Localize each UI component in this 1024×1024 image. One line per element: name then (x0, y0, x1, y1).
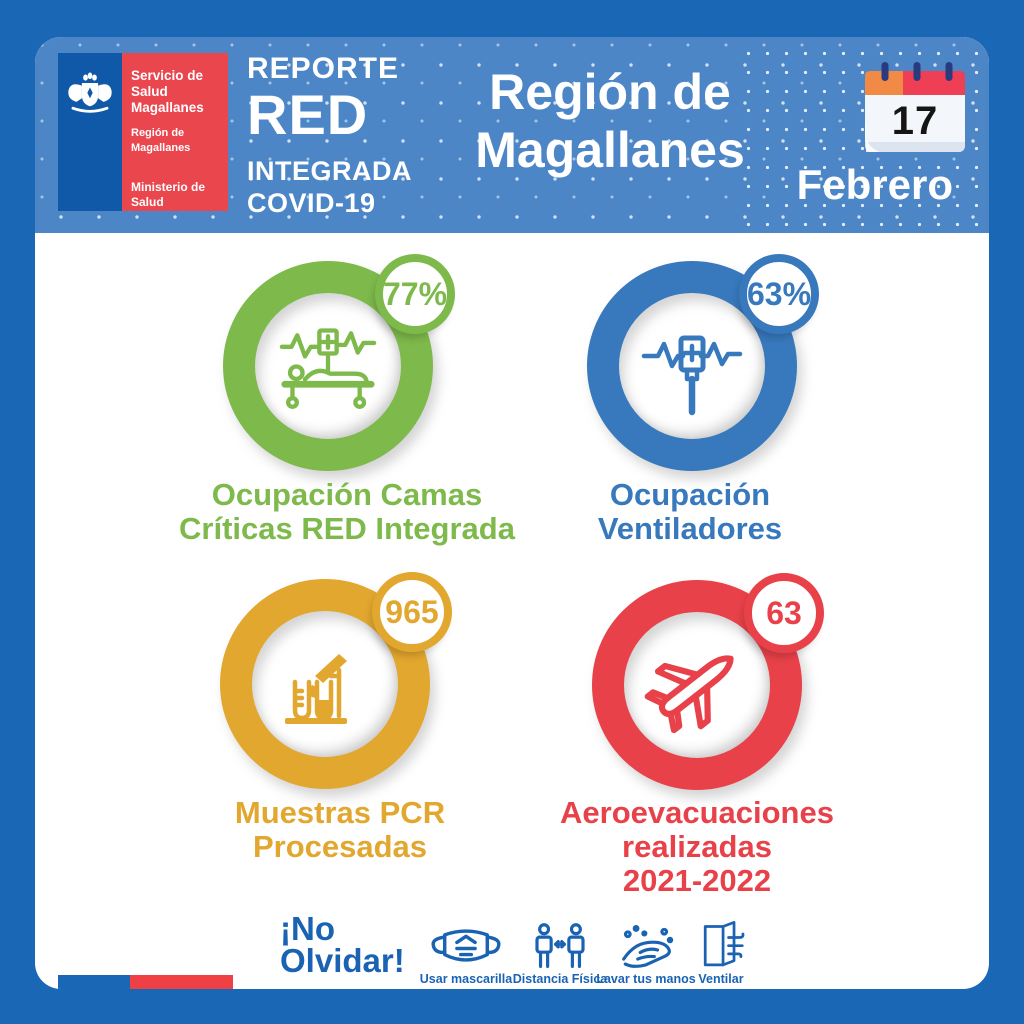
stat-muestras-pcr: 965 (220, 572, 452, 789)
stat-value: 63% (746, 275, 812, 312)
reminder-item-mascarilla: Usar mascarilla (413, 921, 519, 986)
pcr-samples-icon (254, 613, 396, 755)
logo-region-name: Región de Magallanes (131, 127, 191, 154)
date-month: Febrero (796, 161, 953, 208)
stat-label-aeroevacuaciones: Aeroevacuaciones realizadas 2021-2022 (560, 795, 834, 898)
logo-ministry-name: Ministerio de Salud (131, 180, 206, 209)
logo-text-panel: Servicio de Salud Magallanes Región de M… (122, 53, 228, 211)
stat-badge: 63 (744, 573, 824, 653)
accent-stripe-blue (58, 975, 130, 989)
reminder-item-ventilar: Ventilar (679, 921, 763, 986)
stat-ventiladores: 63% (587, 254, 819, 471)
no-olvidar-heading: ¡No Olvidar! (280, 910, 405, 979)
reminder-label: Ventilar (698, 972, 744, 986)
stat-badge: 77% (375, 254, 455, 334)
page-title: Región de Magallanes (475, 64, 745, 178)
calendar-icon: 17 (865, 61, 965, 159)
reminder-label: Lavar tus manos (596, 972, 696, 986)
stat-camas-criticas: 77% (223, 254, 455, 471)
reminder-label: Distancia Física (512, 972, 608, 986)
stat-label-camas: Ocupación Camas Críticas RED Integrada (179, 477, 515, 546)
reminder-label: Usar mascarilla (419, 972, 513, 986)
report-title: REPORTE RED INTEGRADA COVID-19 (247, 52, 412, 218)
airplane-icon (626, 614, 768, 756)
ventilator-icon (621, 295, 763, 437)
header-band: Servicio de Salud Magallanes Región de M… (35, 37, 989, 233)
stat-badge: 63% (739, 254, 819, 334)
stat-aeroevacuaciones: 63 (592, 573, 824, 790)
reminder-item-lavar-manos: Lavar tus manos (591, 921, 701, 986)
calendar-day: 17 (891, 99, 939, 143)
stat-value: 63 (766, 594, 802, 631)
stat-value: 965 (385, 593, 439, 630)
physical-distance-icon (507, 921, 613, 969)
reminder-item-distancia: Distancia Física (507, 921, 613, 986)
wash-hands-icon (591, 921, 701, 969)
infographic-card: Servicio de Salud Magallanes Región de M… (35, 37, 989, 989)
ministry-logo: Servicio de Salud Magallanes Región de M… (58, 53, 228, 211)
hospital-bed-icon (257, 295, 399, 437)
face-mask-icon (413, 921, 519, 969)
ventilate-icon (679, 921, 763, 969)
stat-value: 77% (382, 275, 448, 312)
logo-org-name: Servicio de Salud Magallanes (131, 68, 204, 115)
stat-badge: 965 (372, 572, 452, 652)
logo-blue-panel (58, 53, 122, 211)
stat-label-ventiladores: Ocupación Ventiladores (597, 477, 783, 546)
accent-stripe-red (130, 975, 233, 989)
coat-of-arms-icon (63, 66, 117, 123)
stat-label-muestras: Muestras PCR Procesadas (234, 795, 446, 864)
